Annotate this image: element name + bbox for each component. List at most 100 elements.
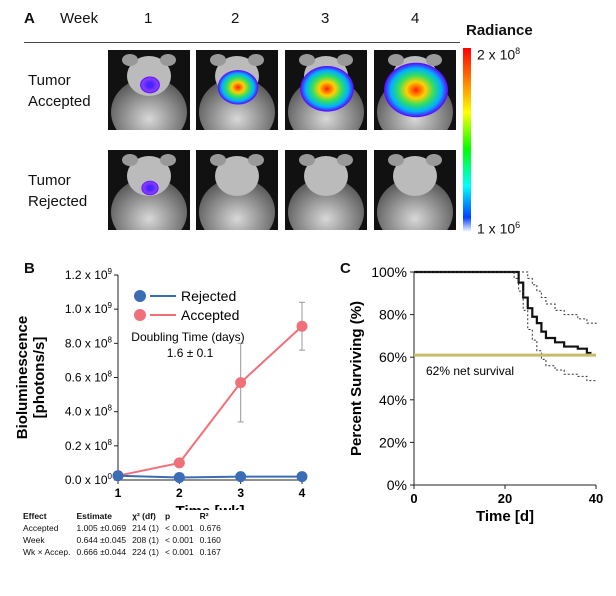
x-tick-label: 40 (589, 491, 603, 506)
survival-curve (414, 270, 592, 355)
mouse-ear (122, 154, 138, 166)
series-line-rejected (117, 474, 302, 479)
row-label-accepted: Tumor Accepted (28, 70, 91, 112)
y-axis-label: Bioluminescence[photons/s] (14, 316, 48, 439)
mouse-ear (160, 154, 176, 166)
mouse-body (111, 178, 187, 230)
colorbar-title: Radiance (466, 22, 533, 39)
stats-cell: < 0.001 (165, 535, 194, 545)
stats-cell: < 0.001 (165, 523, 194, 533)
panel-b-letter: B (24, 260, 35, 277)
colorbar-min-label: 1 x 106 (477, 220, 521, 237)
rejected-mouse-image (285, 150, 367, 230)
mouse-ear (337, 154, 353, 166)
rejected-mouse-image (196, 150, 278, 230)
week-header: Week (60, 10, 99, 27)
colorbar-max-label: 2 x 108 (477, 46, 521, 63)
net-survival-label: 62% net survival (426, 364, 514, 378)
x-tick-label: 1 (115, 486, 122, 500)
data-point-accepted (296, 320, 308, 332)
header-divider (24, 42, 460, 43)
legend-marker-rejected (134, 290, 146, 302)
doubling-time-label: Doubling Time (days) (131, 330, 244, 344)
x-axis-label: Time [wk] (176, 503, 245, 510)
week-2-label: 2 (231, 10, 240, 27)
y-tick-label: 0.6 x 108 (65, 370, 113, 385)
y-tick-label: 8.0 x 108 (65, 335, 113, 350)
data-point-rejected (235, 471, 247, 483)
rejected-mouse-image (374, 150, 456, 230)
data-point-rejected (296, 471, 308, 483)
stats-cell: 0.666 ±0.044 (76, 547, 127, 557)
survival-chart: 0% 20% 40% 60% 80% 100% 0 20 40 Time [d] Percent S… (348, 264, 603, 525)
stats-header-chi: χ² (df) (132, 511, 156, 521)
mouse-head (127, 156, 171, 196)
mouse-head (127, 56, 171, 96)
y-tick-label: 4.0 x 108 (65, 404, 113, 419)
mouse-body (111, 78, 187, 130)
mouse-ear (388, 54, 404, 66)
x-tick-label: 4 (299, 486, 306, 500)
row-label-rejected-line2: Rejected (28, 193, 88, 210)
accepted-mouse-image (108, 50, 190, 130)
stats-cell: 224 (1) (132, 547, 159, 557)
legend-label-accepted: Accepted (181, 307, 239, 323)
y-tick-label: 1.0 x 109 (65, 301, 113, 316)
mouse-ear (299, 154, 315, 166)
stats-cell: 1.005 ±0.069 (76, 523, 127, 533)
colorbar-gradient (463, 48, 471, 232)
y-tick-label: 0.0 x 100 (65, 472, 113, 487)
stats-cell: 0.160 (199, 535, 221, 545)
legend-label-rejected: Rejected (181, 288, 236, 304)
stats-header-p: p (165, 511, 171, 521)
mouse-ear (248, 54, 264, 66)
mouse-ear (426, 154, 442, 166)
stats-cell: 208 (1) (132, 535, 159, 545)
panel-a-letter: A (24, 10, 35, 27)
mouse-head (304, 156, 348, 196)
data-point-rejected (112, 470, 124, 482)
week-3-label: 3 (321, 10, 330, 27)
stats-cell: 214 (1) (132, 523, 159, 533)
stats-row: Accepted 1.005 ±0.069 214 (1) < 0.001 0.… (20, 522, 224, 534)
x-tick-label: 20 (498, 491, 512, 506)
mouse-ear (122, 54, 138, 66)
x-tick-label: 0 (410, 491, 417, 506)
bioluminescence-signal (141, 180, 159, 196)
stats-cell: Week (23, 535, 45, 545)
bioluminescence-chart: 0.0 x 100 0.2 x 108 4.0 x 108 0.6 x 108 8.0 … (14, 267, 308, 510)
mouse-ear (299, 54, 315, 66)
y-tick-label: 20% (379, 434, 407, 450)
stats-table: Effect Estimate χ² (df) p R² Accepted 1.… (20, 510, 224, 558)
mouse-body (199, 178, 275, 230)
stats-cell: Accepted (23, 523, 59, 533)
rejected-mouse-image (108, 150, 190, 230)
accepted-mouse-image (374, 50, 456, 130)
mouse-ear (248, 154, 264, 166)
bioluminescence-signal (217, 70, 259, 105)
y-axis-label: Percent Surviving (%) (348, 301, 365, 456)
stats-header-estimate: Estimate (76, 511, 112, 521)
mouse-ear (337, 54, 353, 66)
mouse-head (393, 156, 437, 196)
y-tick-label: 0% (387, 477, 407, 493)
stats-cell: < 0.001 (165, 547, 194, 557)
row-label-rejected: Tumor Rejected (28, 170, 87, 212)
x-axis-label: Time [d] (476, 508, 534, 525)
mouse-ear (388, 154, 404, 166)
stats-header-row: Effect Estimate χ² (df) p R² (20, 510, 224, 522)
row-label-accepted-line1: Tumor (28, 72, 71, 89)
data-point-rejected (173, 471, 185, 483)
y-tick-label: 1.2 x 109 (65, 267, 113, 282)
mouse-ear (160, 54, 176, 66)
y-tick-label: 100% (371, 264, 407, 280)
stats-header-effect: Effect (23, 511, 47, 521)
bioluminescence-signal (384, 62, 448, 118)
bioluminescence-signal (300, 66, 354, 112)
doubling-time-value: 1.6 ± 0.1 (167, 346, 214, 360)
data-point-accepted (235, 377, 247, 389)
stats-cell: Wk × Accep. (23, 547, 71, 557)
mouse-head (215, 156, 259, 196)
stats-header-r2: R² (199, 511, 209, 521)
mouse-ear (210, 54, 226, 66)
